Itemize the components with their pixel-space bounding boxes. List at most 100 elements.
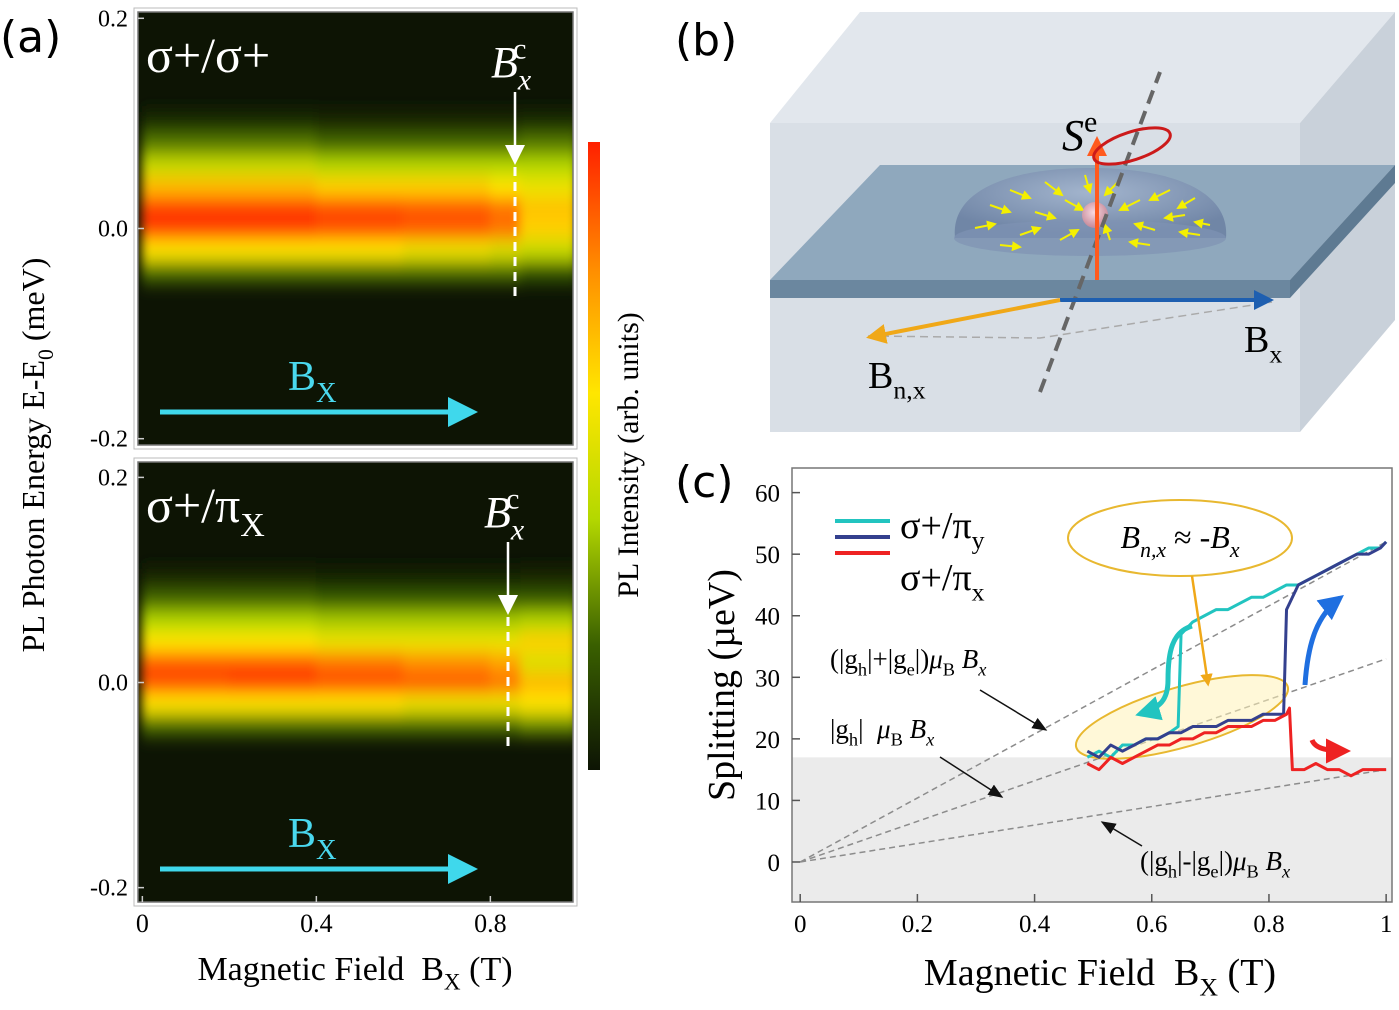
polarization-label-part: σ+/π <box>146 477 240 533</box>
pointer <box>1100 821 1143 847</box>
guide-label-part: μ <box>928 644 943 674</box>
heatmap-cell <box>141 112 230 135</box>
heatmap-cell <box>489 589 522 612</box>
heatmap-cell <box>520 133 573 156</box>
y-axis-label: PL Photon Energy E-E0 (meV) <box>15 258 58 653</box>
field-label: BX <box>288 811 337 866</box>
annotation-arrow <box>1190 575 1213 687</box>
heatmap-cell <box>520 671 573 694</box>
nuclear-field-label: Bn,x <box>868 355 926 405</box>
heatmap-cell <box>141 589 230 612</box>
y-tick-label: -0.2 <box>90 876 128 902</box>
plot-frame <box>791 467 1393 903</box>
panel-label: (b) <box>675 15 737 66</box>
heatmap-cells <box>141 112 573 282</box>
heatmap-cell <box>402 133 491 156</box>
heatmap-cell <box>520 630 573 653</box>
heatmap-cell <box>315 175 404 198</box>
heatmap-cell <box>315 217 404 240</box>
heatmap-cell <box>489 112 522 135</box>
spin-label: Se <box>1062 106 1097 160</box>
heatmap-cell <box>402 692 491 714</box>
heatmap-cell <box>315 133 404 156</box>
x-axis-label-part: Magnetic Field B <box>924 952 1199 994</box>
layer-front <box>770 280 1290 298</box>
heatmap-cell <box>141 651 230 673</box>
legend-label: σ+/πx <box>900 557 985 607</box>
critical-field-label-part: x <box>510 513 525 546</box>
guide-label-part: |) <box>915 644 929 674</box>
x-axis-label-part: X <box>444 970 461 996</box>
panel-label: (c) <box>675 457 734 508</box>
y-tick-label: 50 <box>755 542 780 569</box>
x-tick-label: 0 <box>794 911 807 938</box>
heatmap-cell <box>141 671 230 694</box>
guide-label-part: | <box>858 714 877 744</box>
heatmap-cell <box>141 217 230 240</box>
heatmap-cell <box>228 133 317 156</box>
colorbar <box>588 142 600 770</box>
heatmap-cell <box>520 238 573 261</box>
heatmap-cell <box>402 217 491 240</box>
layer-side <box>1290 165 1395 298</box>
heatmap-cell <box>141 196 230 219</box>
heatmap-cell <box>489 196 522 219</box>
legend-label-part: x <box>972 578 985 607</box>
field-label-part: X <box>316 378 337 409</box>
colorbar-label: PL Intensity (arb. units) <box>612 312 645 598</box>
heatmap-cell <box>402 154 491 177</box>
heatmap-cell <box>489 692 522 714</box>
guide-label-part: (|g <box>830 644 858 674</box>
heatmap-cell <box>141 259 230 282</box>
y-tick-label: 30 <box>755 665 780 692</box>
heatmap-cell <box>315 630 404 653</box>
heatmap-cell <box>402 589 491 612</box>
legend-label-part: σ+/π <box>900 505 972 547</box>
box-top <box>770 12 1395 123</box>
heatmap-cell <box>402 651 491 673</box>
heatmap-cell <box>520 175 573 198</box>
sweep-arrow <box>1309 738 1351 764</box>
spin-label-part: S <box>1062 111 1084 160</box>
critical-field-label: Bxc <box>484 483 525 547</box>
guide-label-part: x <box>1281 862 1291 882</box>
pointer <box>939 756 1004 798</box>
x-tick-label: 1 <box>1380 911 1393 938</box>
x-axis-label: Magnetic Field BX (T) <box>197 951 512 996</box>
x-axis-label-part: (T) <box>1218 952 1276 994</box>
critical-field-label-part: B <box>484 488 511 537</box>
guide-label-part: μ <box>1232 846 1247 876</box>
annotations-c <box>939 499 1351 847</box>
heatmap-cell <box>402 610 491 632</box>
critical-field-label-part: B <box>491 38 518 87</box>
heatmap-cell <box>315 112 404 135</box>
plot-frame <box>133 457 578 907</box>
field-label-part: B <box>1244 319 1269 361</box>
heatmap-cell <box>489 630 522 653</box>
heatmap-cell <box>402 196 491 219</box>
heatmap-cell <box>402 712 491 735</box>
guide-label-part: x <box>977 660 987 680</box>
heatmap-cell <box>228 154 317 177</box>
polarization-label-part: X <box>240 507 265 544</box>
heatmap-cell <box>141 630 230 653</box>
heatmap-cell <box>141 133 230 156</box>
shaded-region <box>792 757 1392 902</box>
heatmap-cell <box>520 196 573 219</box>
plot-frame <box>133 7 578 450</box>
heatmap-cell <box>315 692 404 714</box>
x-tick-label: 0.6 <box>1136 911 1167 938</box>
heatmap-cell <box>141 238 230 261</box>
heatmap-cell <box>520 217 573 240</box>
x-axis-label-part: Magnetic Field B <box>197 951 443 988</box>
heatmap-cell <box>489 671 522 694</box>
heatmap-cell <box>489 238 522 261</box>
heatmap-cell <box>315 671 404 694</box>
annotation-part: ≈ - <box>1166 519 1210 555</box>
data-line <box>1086 706 1387 778</box>
heatmap-cell <box>141 610 230 632</box>
polarization-label: σ+/σ+ <box>146 27 270 83</box>
heatmap-cell <box>315 610 404 632</box>
field-label-part: x <box>1269 340 1282 369</box>
